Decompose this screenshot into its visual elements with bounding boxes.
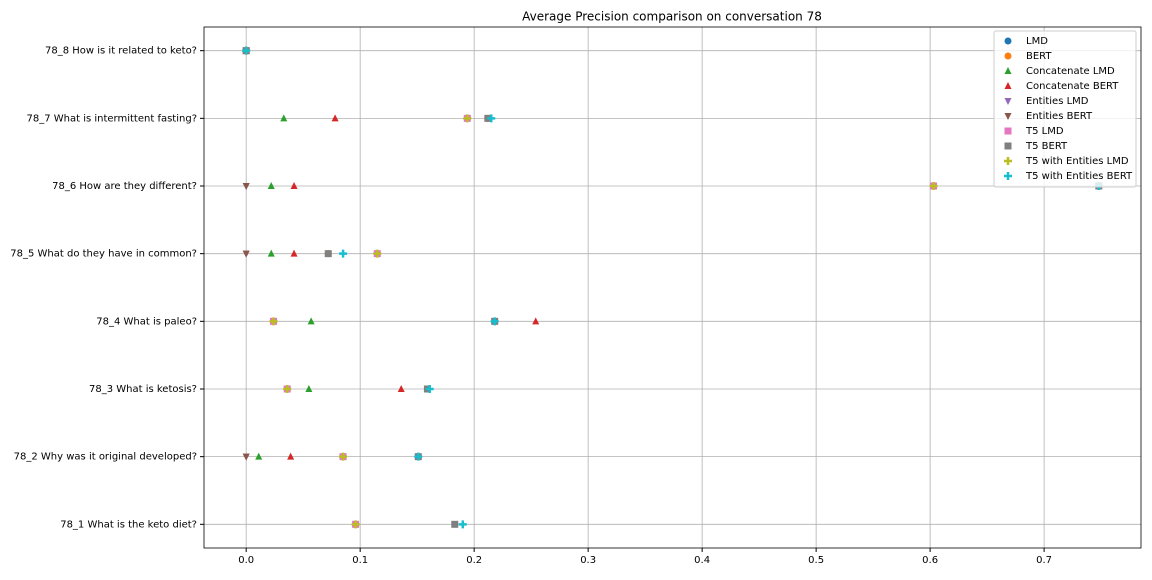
- data-point: [487, 114, 496, 123]
- legend-box: [993, 30, 1137, 188]
- x-tick-label: 0.4: [694, 555, 710, 566]
- x-tick-label: 0.0: [238, 555, 254, 566]
- legend-marker: [1004, 98, 1012, 105]
- data-point: [242, 183, 250, 191]
- data-point: [242, 453, 250, 461]
- data-point: [414, 452, 423, 461]
- data-point: [425, 384, 434, 393]
- data-point: [242, 250, 250, 258]
- legend-marker: [1004, 52, 1012, 60]
- data-point: [283, 384, 292, 393]
- legend-marker: [1004, 37, 1012, 45]
- legend-marker: [1004, 82, 1012, 89]
- y-tick-label: 78_7 What is intermittent fasting?: [26, 113, 197, 124]
- data-point: [255, 452, 263, 460]
- legend-marker: [1004, 157, 1012, 165]
- y-tick-label: 78_8 How is it related to keto?: [45, 46, 197, 57]
- x-tick-label: 0.2: [466, 555, 482, 566]
- data-point: [307, 317, 315, 325]
- data-point: [929, 182, 938, 191]
- data-point: [324, 250, 332, 258]
- data-point: [532, 317, 540, 325]
- legend-label: T5 with Entities LMD: [1025, 156, 1129, 167]
- x-tick-label: 0.5: [808, 555, 824, 566]
- y-tick-label: 78_6 How are they different?: [52, 181, 197, 192]
- legend-label: Concatenate BERT: [1026, 81, 1119, 92]
- data-point: [242, 46, 251, 55]
- legend-label: BERT: [1026, 51, 1052, 62]
- legend-label: LMD: [1026, 36, 1048, 47]
- data-point: [269, 317, 278, 326]
- grid: [204, 27, 1141, 548]
- data-point: [290, 249, 298, 257]
- legend-marker: [1004, 127, 1012, 135]
- x-tick-label: 0.7: [1036, 555, 1052, 566]
- data-point: [490, 317, 499, 326]
- legend-marker: [1004, 172, 1012, 180]
- y-tick-label: 78_4 What is paleo?: [96, 316, 197, 327]
- data-point: [267, 249, 275, 257]
- legend-label: T5 with Entities BERT: [1025, 171, 1133, 182]
- x-tick-label: 0.1: [352, 555, 368, 566]
- data-point: [463, 114, 472, 123]
- legend-marker: [1004, 113, 1012, 120]
- x-tick-label: 0.6: [922, 555, 938, 566]
- legend-label: Entities BERT: [1026, 111, 1093, 122]
- data-point: [331, 114, 339, 122]
- legend-label: T5 BERT: [1025, 141, 1068, 152]
- data-point: [287, 452, 295, 460]
- y-tick-label: 78_1 What is the keto diet?: [60, 519, 197, 530]
- data-point: [451, 520, 459, 528]
- data-point: [305, 384, 313, 392]
- x-tick-label: 0.3: [580, 555, 596, 566]
- data-point: [280, 114, 288, 122]
- y-tick-label: 78_2 Why was it original developed?: [14, 452, 197, 463]
- chart-title: Average Precision comparison on conversa…: [522, 10, 822, 24]
- y-tick-label: 78_3 What is ketosis?: [89, 384, 197, 395]
- data-point: [458, 520, 467, 529]
- legend-label: T5 LMD: [1025, 126, 1064, 137]
- data-point: [351, 520, 360, 529]
- legend: LMD BERT Concatenate LMD Concatenate BERT En…: [993, 30, 1137, 188]
- data-point: [373, 249, 382, 258]
- legend-label: Entities LMD: [1026, 96, 1089, 107]
- legend-marker: [1004, 142, 1012, 150]
- y-tick-label: 78_5 What do they have in common?: [10, 249, 197, 260]
- data-point: [397, 384, 405, 392]
- data-point: [290, 182, 298, 190]
- legend-marker: [1004, 67, 1012, 74]
- data-point: [267, 182, 275, 190]
- data-point: [339, 249, 348, 258]
- plot-frame: [203, 26, 1142, 549]
- data-point: [339, 452, 348, 461]
- legend-label: Concatenate LMD: [1026, 66, 1115, 77]
